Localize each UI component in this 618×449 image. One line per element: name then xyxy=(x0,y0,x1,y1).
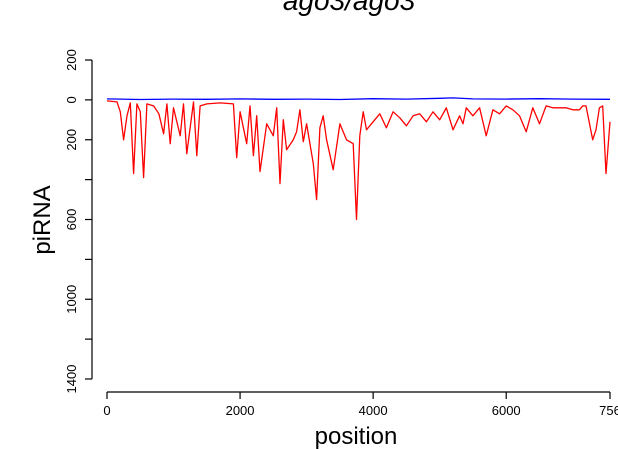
x-tick-label: 4000 xyxy=(359,403,388,418)
y-tick-label: 0 xyxy=(64,96,79,103)
y-tick-label: 1400 xyxy=(64,365,79,394)
series-line-red xyxy=(106,100,611,221)
x-axis-label: position xyxy=(315,423,398,449)
y-tick-label: 200 xyxy=(64,129,79,151)
x-tick-label: 0 xyxy=(103,403,110,418)
y-axis-label: piRNA xyxy=(29,185,56,254)
x-tick-label: 756 xyxy=(599,403,618,418)
series-line-blue xyxy=(106,97,611,101)
chart-title: ago3/ago3 xyxy=(283,0,416,16)
y-tick-label: 600 xyxy=(64,209,79,231)
y-tick-label: 200 xyxy=(64,49,79,71)
series-layer xyxy=(106,97,611,221)
x-tick-label: 2000 xyxy=(226,403,255,418)
y-tick-label: 1000 xyxy=(64,285,79,314)
x-tick-label: 6000 xyxy=(492,403,521,418)
